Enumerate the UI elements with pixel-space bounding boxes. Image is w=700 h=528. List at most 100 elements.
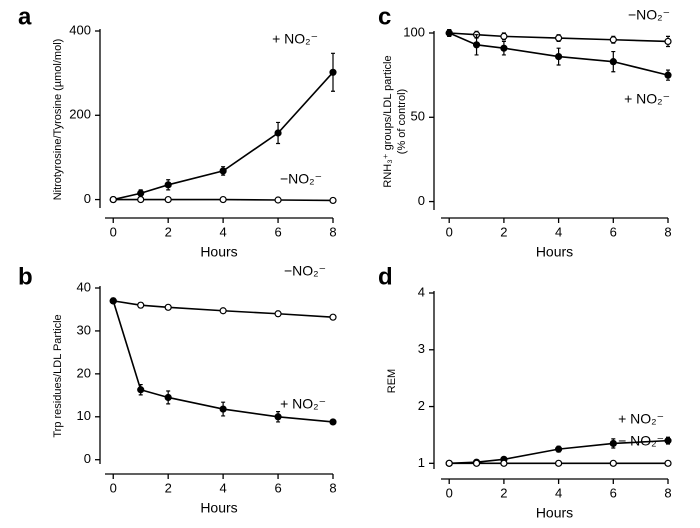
data-point [274, 413, 282, 421]
data-point [109, 195, 117, 204]
series-label: + NO₂⁻ [280, 396, 326, 412]
x-tick-label: 8 [329, 224, 336, 239]
x-tick-label: 8 [329, 480, 336, 495]
y-tick-label: 0 [418, 193, 425, 208]
series-label: + NO₂⁻ [618, 411, 664, 427]
x-tick-label: 4 [220, 480, 227, 495]
data-point [445, 29, 453, 37]
y-tick-label: 30 [77, 322, 91, 337]
series-label: + NO₂⁻ [624, 91, 670, 107]
y-tick-label: 1 [418, 455, 425, 470]
x-tick-label: 0 [446, 224, 453, 239]
y-axis-label: REM [386, 369, 398, 393]
x-axis-label: Hours [536, 505, 573, 521]
x-tick-label: 6 [610, 224, 617, 239]
data-point [500, 32, 508, 40]
series-line [113, 198, 334, 202]
series-line [449, 32, 669, 43]
y-tick-label: 3 [418, 341, 425, 356]
data-point [329, 313, 337, 321]
y-tick-label: 50 [411, 109, 425, 124]
y-tick-label: 0 [84, 191, 91, 206]
series-label: −NO₂⁻ [284, 263, 326, 279]
data-point [472, 459, 481, 467]
data-point [137, 386, 145, 394]
x-tick-label: 6 [274, 480, 281, 495]
x-tick-label: 4 [220, 224, 227, 239]
data-point [137, 195, 145, 204]
y-axis-label: Trp residues/LDL Particle [52, 314, 64, 437]
y-axis-label: Nitrotyrosine/Tyrosine (µmol/mol) [52, 39, 64, 201]
x-tick-label: 2 [500, 485, 507, 500]
series-line [113, 71, 334, 201]
x-tick-label: 8 [664, 485, 671, 500]
series-line [448, 32, 669, 76]
series-label: −NO₂⁻ [280, 171, 322, 187]
data-point [555, 34, 563, 42]
series-line [449, 439, 669, 465]
y-axis-label: RNH₃⁺ groups/LDL particle [382, 55, 394, 187]
y-tick-label: 2 [418, 398, 425, 413]
data-point [500, 44, 508, 52]
data-point [137, 189, 145, 197]
data-point [164, 181, 172, 189]
series-label: −NO₂⁻ [628, 7, 670, 23]
data-point [219, 195, 227, 204]
data-point [109, 297, 117, 305]
y-tick-label: 400 [69, 22, 91, 37]
series-line [112, 300, 334, 423]
data-point [609, 36, 617, 44]
y-tick-label: 0 [84, 451, 91, 466]
panel-label: b [18, 263, 33, 290]
data-point [137, 301, 145, 309]
x-tick-label: 0 [446, 485, 453, 500]
data-point [609, 439, 617, 448]
y-tick-label: 10 [77, 408, 91, 423]
data-point [555, 459, 563, 467]
panel-label: c [378, 3, 391, 30]
x-axis-label: Hours [536, 244, 573, 260]
x-tick-label: 4 [555, 224, 562, 239]
data-point [555, 52, 563, 61]
data-point [219, 167, 227, 175]
data-point [609, 459, 617, 467]
panel-label: d [378, 263, 393, 290]
x-tick-label: 8 [664, 224, 671, 239]
x-axis-label: Hours [200, 500, 237, 516]
data-point [274, 310, 282, 318]
series-label: − NO₂⁻ [618, 433, 664, 449]
y-axis-label: (% of control) [396, 89, 408, 154]
series-line [113, 300, 334, 318]
data-point [329, 68, 337, 76]
x-axis-label: Hours [200, 244, 237, 260]
data-point [472, 41, 481, 49]
data-point [664, 459, 672, 467]
data-point [445, 459, 453, 467]
data-point [329, 196, 337, 205]
y-tick-label: 40 [77, 279, 91, 294]
data-point [164, 393, 172, 402]
data-point [219, 405, 227, 413]
x-tick-label: 4 [555, 485, 562, 500]
data-point [164, 303, 172, 311]
series-label: + NO₂⁻ [272, 31, 318, 47]
data-point [664, 71, 672, 79]
data-point [219, 307, 227, 315]
data-point [609, 58, 617, 66]
y-tick-label: 100 [403, 24, 425, 39]
data-point [555, 445, 563, 453]
data-point [664, 37, 672, 46]
data-point [274, 129, 282, 137]
data-point [164, 195, 172, 204]
panel-label: a [18, 3, 32, 30]
x-tick-label: 6 [274, 224, 281, 239]
x-tick-label: 2 [165, 480, 172, 495]
x-tick-label: 0 [110, 480, 117, 495]
data-point [329, 418, 337, 426]
y-tick-label: 200 [69, 107, 91, 122]
x-tick-label: 0 [110, 224, 117, 239]
data-point [500, 459, 508, 467]
y-tick-label: 4 [418, 284, 425, 299]
x-tick-label: 2 [500, 224, 507, 239]
